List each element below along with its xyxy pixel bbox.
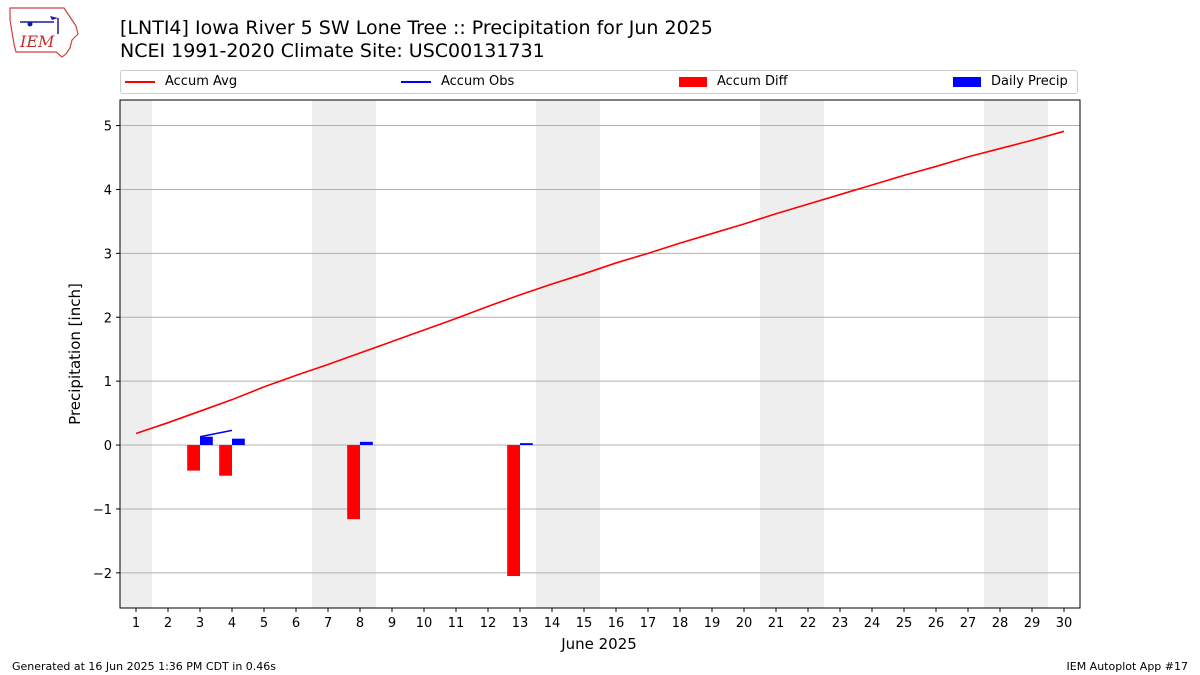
legend-item-daily-precip: Daily Precip bbox=[953, 74, 1068, 89]
y-tick-label-3: 1 bbox=[104, 375, 112, 390]
legend-item-accum-avg: Accum Avg bbox=[125, 74, 237, 89]
x-tick-label-19: 19 bbox=[704, 616, 721, 631]
y-tick-label-5: 3 bbox=[104, 247, 112, 262]
x-tick-label-10: 10 bbox=[416, 616, 433, 631]
y-tick-label-7: 5 bbox=[104, 120, 112, 135]
x-tick-label-27: 27 bbox=[960, 616, 977, 631]
weekend-shade-day-8 bbox=[344, 100, 376, 608]
x-tick-label-24: 24 bbox=[864, 616, 881, 631]
y-tick-label-0: −2 bbox=[93, 567, 112, 582]
x-tick-label-4: 4 bbox=[228, 616, 236, 631]
bar-daily-precip-day-3 bbox=[200, 436, 213, 446]
weekend-shade-day-29 bbox=[1016, 100, 1048, 608]
bar-daily-precip-day-4 bbox=[232, 438, 245, 446]
x-tick-label-21: 21 bbox=[768, 616, 785, 631]
legend-swatch-accum-obs bbox=[401, 80, 431, 83]
x-tick-label-30: 30 bbox=[1056, 616, 1073, 631]
x-tick-label-14: 14 bbox=[544, 616, 561, 631]
generated-timestamp: Generated at 16 Jun 2025 1:36 PM CDT in … bbox=[12, 660, 277, 673]
x-tick-label-5: 5 bbox=[260, 616, 268, 631]
x-tick-label-29: 29 bbox=[1024, 616, 1041, 631]
weekend-shade-day-28 bbox=[984, 100, 1016, 608]
bar-accum-diff-day-3 bbox=[187, 445, 200, 471]
line-accum-obs bbox=[199, 429, 233, 438]
x-tick-label-6: 6 bbox=[292, 616, 300, 631]
y-tick-label-2: 0 bbox=[104, 439, 112, 454]
x-tick-label-1: 1 bbox=[132, 616, 140, 631]
bar-daily-precip-day-8 bbox=[360, 441, 373, 446]
x-tick-label-13: 13 bbox=[512, 616, 529, 631]
legend-item-accum-obs: Accum Obs bbox=[401, 74, 514, 89]
x-tick-label-20: 20 bbox=[736, 616, 753, 631]
legend-swatch-accum-avg bbox=[125, 80, 155, 83]
legend-label-accum-obs: Accum Obs bbox=[441, 74, 515, 89]
logo-text: IEM bbox=[19, 32, 55, 51]
x-tick-label-11: 11 bbox=[448, 616, 465, 631]
x-axis-label: June 2025 bbox=[560, 635, 637, 653]
x-tick-label-3: 3 bbox=[196, 616, 204, 631]
legend-label-accum-avg: Accum Avg bbox=[165, 74, 238, 89]
bar-accum-diff-day-8 bbox=[347, 445, 360, 520]
y-tick-label-1: −1 bbox=[93, 503, 112, 518]
plot-frame bbox=[119, 99, 1081, 609]
app-id: IEM Autoplot App #17 bbox=[1066, 660, 1189, 673]
legend-swatch-daily-precip bbox=[953, 76, 981, 87]
weekend-shade-day-15 bbox=[568, 100, 600, 608]
weekend-shade-day-14 bbox=[536, 100, 568, 608]
legend-swatch-accum-diff bbox=[679, 76, 707, 87]
x-tick-label-8: 8 bbox=[356, 616, 364, 631]
x-tick-label-2: 2 bbox=[164, 616, 172, 631]
bar-daily-precip-day-13 bbox=[520, 443, 533, 446]
bar-accum-diff-day-4 bbox=[219, 445, 232, 476]
x-tick-label-28: 28 bbox=[992, 616, 1009, 631]
y-tick-label-4: 2 bbox=[104, 311, 112, 326]
x-tick-label-12: 12 bbox=[480, 616, 497, 631]
weekend-shade-day-22 bbox=[792, 100, 824, 608]
y-axis-label: Precipitation [inch] bbox=[66, 283, 84, 425]
legend-label-daily-precip: Daily Precip bbox=[991, 74, 1068, 89]
y-tick-label-6: 4 bbox=[104, 183, 112, 198]
bar-accum-diff-day-13 bbox=[507, 445, 520, 577]
chart-subtitle: NCEI 1991-2020 Climate Site: USC00131731 bbox=[120, 40, 545, 62]
iowa-outline-icon bbox=[9, 7, 79, 58]
x-tick-label-26: 26 bbox=[928, 616, 945, 631]
legend: Accum Avg Accum Obs Accum Diff Daily Pre… bbox=[120, 70, 1078, 94]
x-tick-label-22: 22 bbox=[800, 616, 817, 631]
legend-label-accum-diff: Accum Diff bbox=[717, 74, 788, 89]
line-accum-avg bbox=[135, 130, 1065, 435]
weekend-shade-day-21 bbox=[760, 100, 792, 608]
weekend-shade-day-7 bbox=[312, 100, 344, 608]
chart-title: [LNTI4] Iowa River 5 SW Lone Tree :: Pre… bbox=[120, 17, 713, 39]
x-tick-label-16: 16 bbox=[608, 616, 625, 631]
x-tick-label-23: 23 bbox=[832, 616, 849, 631]
weekend-shade-day-1 bbox=[120, 100, 152, 608]
x-tick-label-7: 7 bbox=[324, 616, 332, 631]
iem-logo: IEM bbox=[6, 4, 82, 62]
x-tick-label-18: 18 bbox=[672, 616, 689, 631]
x-tick-label-25: 25 bbox=[896, 616, 913, 631]
legend-item-accum-diff: Accum Diff bbox=[679, 74, 788, 89]
x-tick-label-17: 17 bbox=[640, 616, 657, 631]
x-tick-label-15: 15 bbox=[576, 616, 593, 631]
x-tick-label-9: 9 bbox=[388, 616, 396, 631]
